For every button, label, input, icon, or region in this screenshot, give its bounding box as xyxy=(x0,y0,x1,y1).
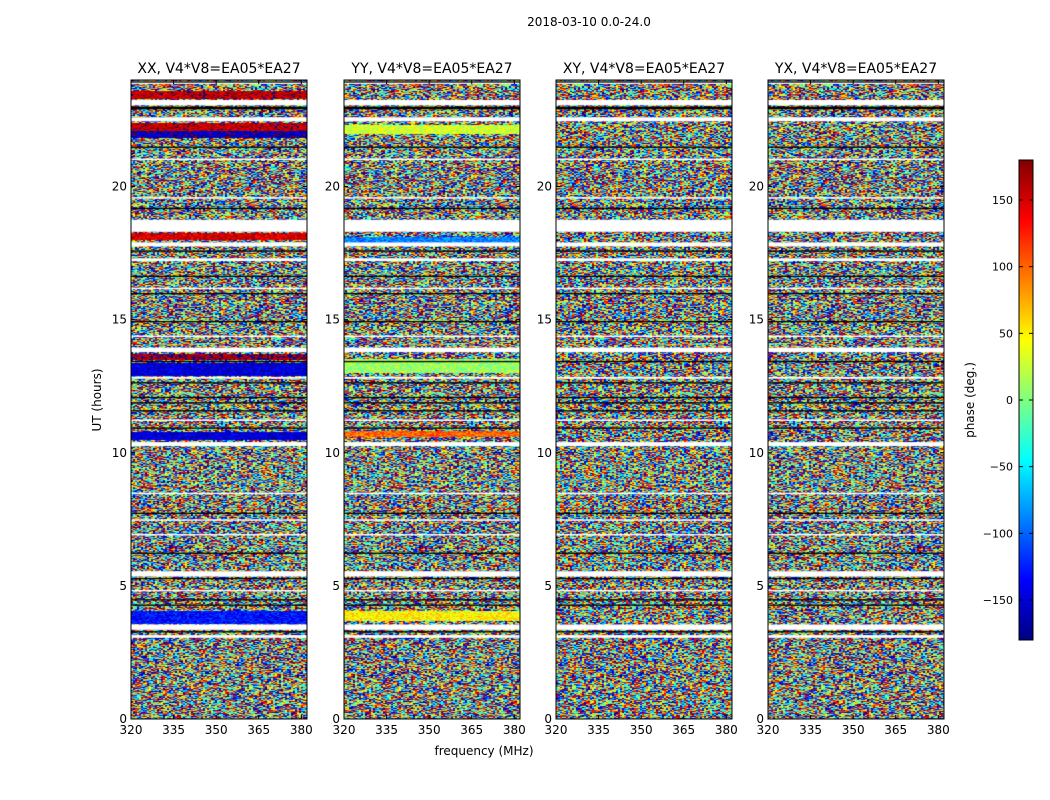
x-tick-label: 380 xyxy=(927,723,950,737)
x-tick-label: 380 xyxy=(503,723,526,737)
panel-yy: YY, V4*V8=EA05*EA27 320 335 350 365 380 0 5 10 15… xyxy=(325,61,526,737)
y-tick-label: 10 xyxy=(325,446,340,460)
colorbar-tick-label: 100 xyxy=(992,261,1013,274)
y-tick-label: 20 xyxy=(537,180,552,194)
heatmap-image xyxy=(768,80,944,719)
y-tick-label: 0 xyxy=(119,712,127,726)
x-tick-label: 335 xyxy=(375,723,398,737)
colorbar-tick-label: −100 xyxy=(983,527,1013,540)
x-tick-label: 320 xyxy=(120,723,143,737)
y-tick-label: 5 xyxy=(119,579,127,593)
panel-xx: XX, V4*V8=EA05*EA27 320 335 350 365 380 0 5 10 15… xyxy=(112,61,313,737)
x-tick-label: 320 xyxy=(757,723,780,737)
x-tick-label: 365 xyxy=(460,723,483,737)
x-tick-label: 380 xyxy=(715,723,738,737)
x-tick-label: 335 xyxy=(587,723,610,737)
y-tick-label: 5 xyxy=(756,579,764,593)
y-tick-label: 5 xyxy=(544,579,552,593)
x-tick-label: 365 xyxy=(247,723,270,737)
colorbar-tick-label: 50 xyxy=(999,327,1013,340)
panel-title: YX, V4*V8=EA05*EA27 xyxy=(774,61,937,77)
colorbar: 150 100 50 0 −50 −100 −150 xyxy=(983,159,1034,641)
panel-yx: YX, V4*V8=EA05*EA27 320 335 350 365 380 0 5 10 15… xyxy=(749,61,950,737)
colorbar-tick-label: 0 xyxy=(1006,394,1013,407)
heatmap-image xyxy=(556,80,732,719)
y-tick-label: 15 xyxy=(537,313,552,327)
x-tick-label: 365 xyxy=(884,723,907,737)
x-tick-label: 320 xyxy=(545,723,568,737)
panel-frame xyxy=(555,79,733,720)
colorbar-tick-label: −150 xyxy=(983,594,1013,607)
y-tick-label: 10 xyxy=(537,446,552,460)
y-tick-label: 10 xyxy=(749,446,764,460)
y-tick-label: 15 xyxy=(112,313,127,327)
y-tick-label: 5 xyxy=(332,579,340,593)
x-tick-label: 335 xyxy=(799,723,822,737)
y-tick-label: 20 xyxy=(325,180,340,194)
panel-title: XX, V4*V8=EA05*EA27 xyxy=(137,61,300,77)
panel-frame xyxy=(343,79,521,720)
y-tick-label: 15 xyxy=(749,313,764,327)
x-tick-label: 350 xyxy=(205,723,228,737)
heatmap-image xyxy=(131,80,307,719)
colorbar-tick-label: 150 xyxy=(992,194,1013,207)
x-tick-label: 350 xyxy=(842,723,865,737)
y-tick-label: 10 xyxy=(112,446,127,460)
x-tick-label: 365 xyxy=(672,723,695,737)
panel-frame xyxy=(767,79,945,720)
panel-frame xyxy=(130,79,308,720)
y-tick-label: 0 xyxy=(544,712,552,726)
y-tick-label: 15 xyxy=(325,313,340,327)
y-tick-label: 0 xyxy=(332,712,340,726)
y-tick-label: 0 xyxy=(756,712,764,726)
y-tick-label: 20 xyxy=(749,180,764,194)
x-tick-label: 350 xyxy=(418,723,441,737)
colorbar-label: phase (deg.) xyxy=(963,362,977,438)
x-tick-label: 320 xyxy=(333,723,356,737)
panel-title: YY, V4*V8=EA05*EA27 xyxy=(350,61,512,77)
y-axis-label: UT (hours) xyxy=(90,368,104,431)
x-tick-label: 335 xyxy=(162,723,185,737)
panel-title: XY, V4*V8=EA05*EA27 xyxy=(563,61,725,77)
x-tick-label: 350 xyxy=(630,723,653,737)
heatmap-image xyxy=(344,80,520,719)
x-tick-label: 380 xyxy=(290,723,313,737)
panels-group: XX, V4*V8=EA05*EA27 320 335 350 365 380 0 5 10 15… xyxy=(112,61,950,737)
panel-xy: XY, V4*V8=EA05*EA27 320 335 350 365 380 0 5 10 15… xyxy=(537,61,738,737)
y-tick-label: 20 xyxy=(112,180,127,194)
x-axis-label: frequency (MHz) xyxy=(434,744,533,758)
colorbar-tick-label: −50 xyxy=(990,461,1013,474)
figure-suptitle: 2018-03-10 0.0-24.0 xyxy=(527,15,651,29)
